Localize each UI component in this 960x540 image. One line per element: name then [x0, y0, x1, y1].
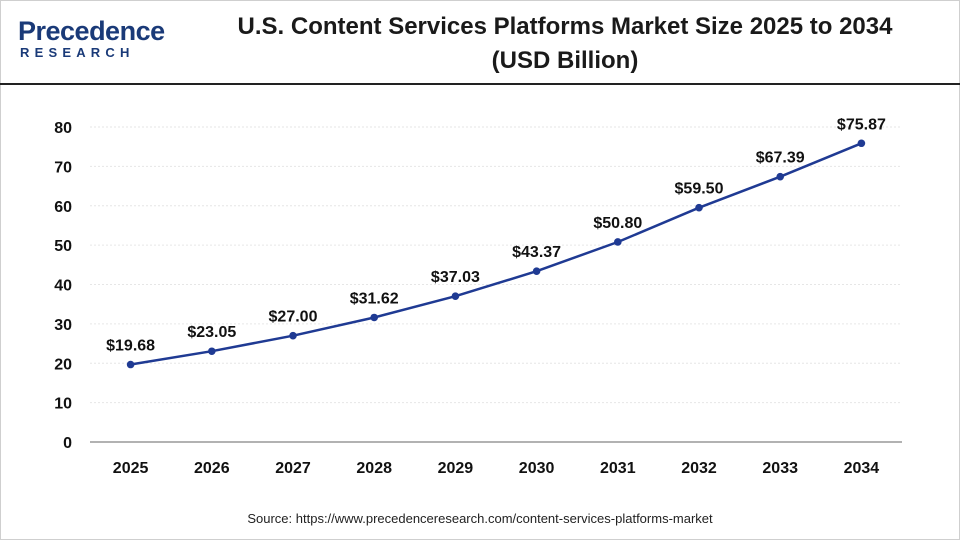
x-tick-label-2027: 2027: [275, 460, 311, 477]
data-labels: $19.68 $23.05 $27.00 $31.62 $37.03 $43.37 $50.…: [106, 116, 886, 354]
x-tick-label-2029: 2029: [438, 460, 474, 477]
y-tick-label-0: 0: [63, 435, 72, 452]
x-tick-labels: 2025 2026 2027 2028 2029 2030 2031 2032 2033 2034: [113, 460, 879, 477]
data-label-2033: $67.39: [756, 150, 805, 167]
title-divider: [0, 83, 960, 85]
x-tick-label-2031: 2031: [600, 460, 636, 477]
chart-title-line1: U.S. Content Services Platforms Market S…: [237, 13, 893, 40]
data-point-2032: [695, 203, 703, 212]
data-label-2027: $27.00: [269, 309, 318, 326]
y-tick-label-10: 10: [54, 396, 72, 413]
data-label-2029: $37.03: [431, 269, 480, 286]
x-tick-label-2028: 2028: [356, 460, 392, 477]
x-tick-label-2032: 2032: [681, 460, 717, 477]
logo-subtitle: RESEARCH: [20, 45, 135, 60]
data-point-2027: [289, 331, 297, 340]
y-tick-label-60: 60: [54, 199, 72, 216]
data-point-2025: [126, 360, 135, 369]
data-label-2026: $23.05: [187, 324, 236, 341]
data-point-2029: [451, 292, 460, 300]
precedence-research-logo: Precedence RESEARCH: [18, 14, 168, 64]
chart-title-line2: (USD Billion): [491, 47, 639, 74]
data-label-2025: $19.68: [106, 338, 155, 355]
data-point-2030: [532, 267, 541, 276]
source-note: Source: https://www.precedenceresearch.c…: [247, 511, 713, 526]
x-tick-label-2025: 2025: [113, 460, 149, 477]
x-tick-label-2034: 2034: [844, 460, 880, 477]
y-tick-label-80: 80: [54, 120, 72, 137]
logo-wordmark: Precedence: [18, 16, 165, 46]
data-point-2026: [208, 347, 216, 356]
data-label-2030: $43.37: [512, 244, 561, 261]
y-tick-label-50: 50: [54, 238, 72, 255]
data-label-2028: $31.62: [350, 290, 399, 307]
data-point-2033: [776, 172, 784, 181]
data-point-2031: [614, 238, 622, 246]
series-path: [130, 142, 862, 366]
x-tick-label-2033: 2033: [762, 460, 798, 477]
y-tick-label-40: 40: [54, 278, 72, 295]
data-label-2034: $75.87: [837, 116, 886, 133]
data-point-2034: [857, 139, 866, 148]
series-line: [130, 142, 862, 366]
y-tick-label-30: 30: [54, 317, 72, 334]
x-tick-label-2026: 2026: [194, 460, 230, 477]
y-tick-label-70: 70: [54, 159, 72, 176]
y-tick-label-20: 20: [54, 356, 72, 373]
x-tick-label-2030: 2030: [519, 460, 555, 477]
data-points: [126, 139, 866, 369]
chart-title: U.S. Content Services Platforms Market S…: [190, 10, 940, 78]
y-tick-labels: 0 10 20 30 40 50 60 70 80: [54, 120, 72, 452]
data-label-2031: $50.80: [593, 215, 642, 232]
data-label-2032: $59.50: [675, 181, 724, 198]
gridlines: [90, 126, 902, 404]
data-point-2028: [370, 313, 379, 322]
